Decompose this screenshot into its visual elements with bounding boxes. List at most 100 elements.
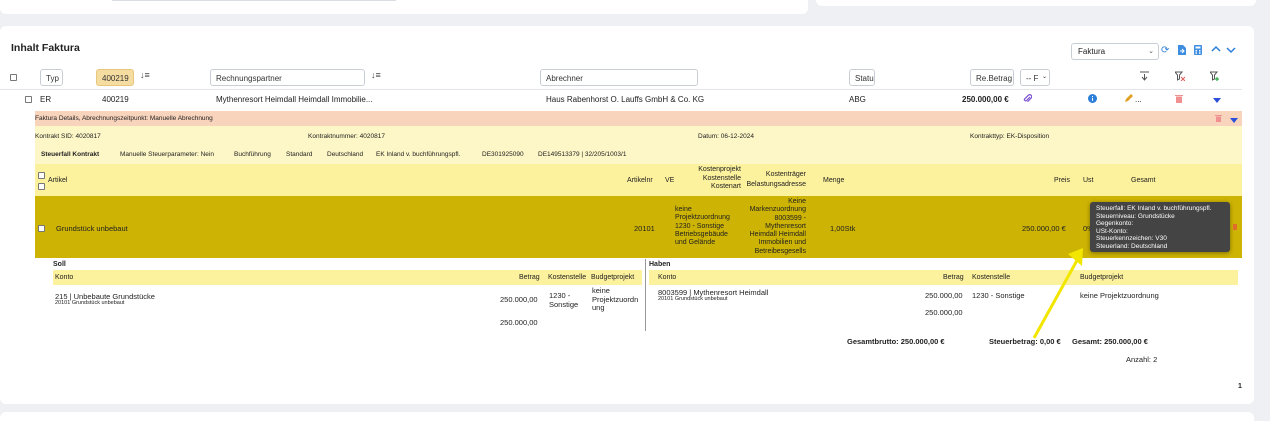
header-menge: Menge	[823, 177, 845, 184]
export-icon[interactable]	[1177, 45, 1186, 58]
header-kostentraeger: Kostenträger Belastungsadresse	[740, 170, 806, 190]
chevron-down-icon: ⌄	[1041, 74, 1047, 80]
kostenprojekt-line: Betriebsgebäude	[675, 230, 728, 238]
header-artikelnr: Artikelnr	[627, 177, 653, 184]
header-kostenprojekt-line: Kostenprojekt	[698, 166, 741, 173]
steuerbetrag: Steuerbetrag: 0,00 €	[989, 337, 1061, 346]
gesamtbrutto: Gesamtbrutto: 250.000,00 €	[847, 337, 945, 346]
header-kostentraeger-line: Kostenträger	[765, 171, 806, 178]
filter-typ[interactable]: Typ	[40, 69, 63, 86]
steuer-buchfuehrung: Buchführung	[234, 151, 271, 158]
filter-f-select[interactable]: -- F ⌄	[1020, 69, 1050, 86]
haben-header-budgetprojekt: Budgetprojekt	[1080, 274, 1124, 281]
soll-header-bar	[53, 270, 642, 285]
filter-rechnungspartner[interactable]: Rechnungspartner	[210, 69, 365, 86]
kostentraeger-line: Markenzuordnung	[749, 206, 806, 214]
haben-konto-sub: 20101 Grundstück unbebaut	[658, 296, 728, 302]
kostenprojekt-line: Projektzuordnung	[675, 214, 730, 222]
faktura-details-bar	[35, 111, 1242, 126]
paperclip-icon[interactable]	[1023, 94, 1033, 105]
soll-title: Soll	[53, 261, 66, 268]
header-artikel: Artikel	[48, 177, 68, 184]
haben-header-kostenstelle: Kostenstelle	[972, 274, 1011, 281]
type-select[interactable]: Faktura ⌄	[1071, 43, 1159, 60]
haben-title: Haben	[649, 261, 671, 268]
soll-header-betrag: Betrag	[519, 274, 540, 281]
pencil-icon[interactable]	[1124, 94, 1133, 105]
filter-icon[interactable]	[1140, 71, 1149, 83]
filter-remove-icon[interactable]	[1173, 71, 1186, 83]
tooltip-line: Steuerland: Deutschland	[1096, 242, 1168, 250]
trash-icon[interactable]	[1175, 94, 1183, 105]
steuerfall-kontrakt-label: Steuerfall Kontrakt	[41, 151, 100, 158]
haben-header-betrag: Betrag	[943, 274, 964, 281]
tooltip-line: Steuerkennzeichen: V30	[1096, 235, 1167, 243]
caret-down-icon[interactable]	[1213, 96, 1221, 105]
soll-header-budgetprojekt: Budgetprojekt	[591, 274, 635, 281]
select-all-checkbox[interactable]	[10, 74, 17, 81]
haben-kostenstelle: 1230 - Sonstige	[972, 291, 1025, 300]
soll-kostenstelle: 1230 - Sonstige	[549, 291, 579, 309]
soll-kostenstelle-line: 1230 -	[549, 291, 571, 300]
steuer-standard: Standard	[286, 151, 313, 158]
article-row-checkbox[interactable]	[38, 225, 45, 232]
anzahl: Anzahl: 2	[1126, 355, 1158, 364]
steuer-ustid-2: DE149513379 | 32/205/1003/1	[538, 151, 627, 158]
haben-header-konto: Konto	[658, 274, 677, 281]
article-table-header	[35, 164, 1242, 196]
info-icon[interactable]	[1088, 94, 1097, 105]
article-row[interactable]	[35, 196, 1242, 258]
header-ust: Ust	[1083, 177, 1094, 184]
steuer-param: Manuelle Steuerparameter: Nein	[120, 151, 214, 158]
row-rechnungspartner: Mythenresort Heimdall Heimdall Immobilie…	[216, 95, 373, 104]
row-abrechner: Haus Rabenhorst O. Lauffs GmbH & Co. KG	[546, 95, 705, 104]
chevron-down-icon[interactable]	[1226, 46, 1236, 56]
soll-header-konto: Konto	[55, 274, 74, 281]
soll-betrag: 250.000,00	[500, 295, 538, 304]
filter-re-betrag[interactable]: Re.Betrag	[970, 69, 1014, 86]
annotation-arrow	[1032, 248, 1083, 339]
soll-budgetprojekt: keine Projektzuordn ung	[592, 286, 638, 313]
datum: Datum: 06-12-2024	[698, 133, 755, 140]
soll-budgetprojekt-line: ung	[592, 303, 605, 312]
sort-icon[interactable]: ↓≡	[140, 70, 150, 80]
page-number[interactable]: 1	[1238, 383, 1242, 390]
filter-status[interactable]: Status	[849, 69, 875, 86]
caret-down-icon[interactable]	[1230, 116, 1238, 125]
haben-betrag: 250.000,00	[925, 291, 963, 300]
kontrakttyp: Kontrakttyp: EK-Disposition	[970, 133, 1050, 140]
row-checkbox[interactable]	[25, 96, 32, 103]
bottom-card	[0, 412, 1254, 421]
soll-konto-sub: 20101 Grundstück unbebaut	[55, 300, 125, 306]
row-more[interactable]: ...	[1135, 95, 1142, 104]
refresh-icon[interactable]: ⟳	[1161, 45, 1170, 56]
top-card-right	[816, 0, 1256, 6]
kontraktnummer: Kontraktnummer: 4020817	[308, 133, 385, 140]
header-kostenprojekt: Kostenprojekt Kostenstelle Kostenart	[686, 166, 741, 192]
kostentraeger-line: Mythenresort	[765, 222, 806, 230]
row-status: ABG	[849, 95, 866, 104]
sort-icon[interactable]: ↓≡	[371, 70, 381, 80]
soll-konto: 215 | Unbebaute Grundstücke	[55, 292, 155, 301]
filter-settings-icon[interactable]	[1208, 71, 1220, 83]
calculator-icon[interactable]	[1194, 45, 1202, 58]
trash-icon[interactable]	[1215, 114, 1222, 124]
steuer-ustid-1: DE301925090	[482, 151, 524, 158]
article-preis: 250.000,00 €	[1022, 224, 1066, 233]
row-betrag: 250.000,00 €	[962, 95, 1009, 104]
tooltip-line: USt-Konto:	[1096, 227, 1128, 235]
article-select-all-checkbox[interactable]	[38, 172, 45, 179]
soll-kostenstelle-line: Sonstige	[549, 299, 579, 309]
tooltip-line: Steuerniveau: Grundstücke	[1096, 212, 1175, 220]
row-edge-marker	[1233, 224, 1237, 230]
row-divider	[0, 89, 1242, 90]
article-select-all-checkbox-2[interactable]	[38, 183, 45, 190]
kostenprojekt-line: und Gelände	[675, 239, 716, 247]
faktura-details-header: Faktura Details, Abrechnungszeitpunkt: M…	[35, 115, 213, 122]
soll-budgetprojekt-line: keine	[592, 286, 610, 295]
article-menge: 1,00Stk	[830, 224, 856, 233]
article-ust[interactable]: 0%	[1083, 224, 1094, 233]
filter-nummer[interactable]: 400219	[96, 69, 134, 86]
chevron-up-icon[interactable]	[1211, 45, 1221, 55]
filter-abrechner[interactable]: Abrechner	[540, 69, 698, 86]
